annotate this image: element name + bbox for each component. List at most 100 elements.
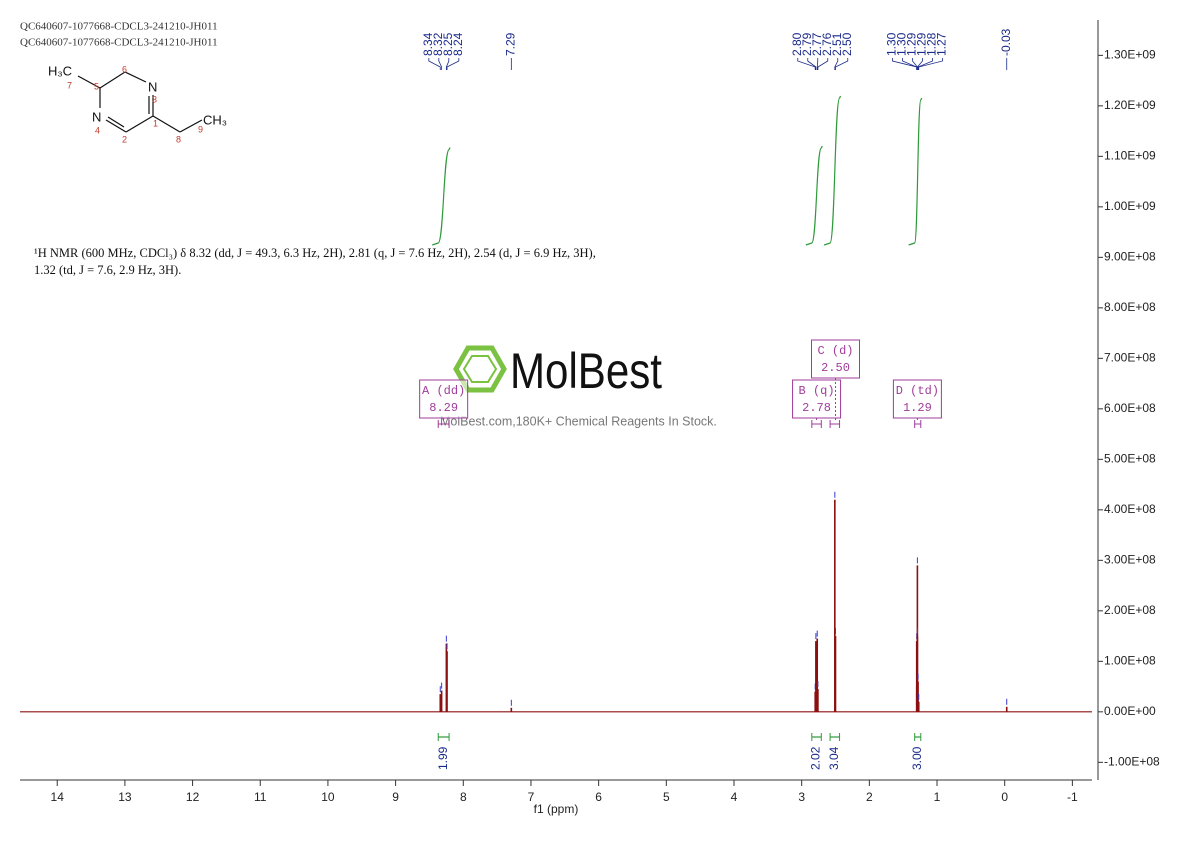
- peak-connector: [916, 58, 923, 70]
- multiplet-label: D (td): [896, 384, 939, 398]
- bond: [124, 71, 147, 83]
- peak-label: 1.29: [905, 32, 919, 56]
- x-tick-label: 2: [866, 790, 873, 804]
- y-tick-label: 8.00E+08: [1104, 300, 1156, 314]
- x-axis-label: f1 (ppm): [534, 802, 579, 816]
- header-line: QC640607-1077668-CDCL3-241210-JH011: [20, 37, 218, 49]
- atom-label: CH₃: [203, 112, 227, 127]
- atom-number: 3: [152, 94, 157, 104]
- x-tick-label: 0: [1001, 790, 1008, 804]
- watermark-tagline: MolBest.com,180K+ Chemical Reagents In S…: [440, 414, 717, 428]
- peak-connector: [902, 58, 918, 70]
- bond: [179, 119, 203, 133]
- atom-number: 4: [95, 125, 100, 135]
- x-tick-label: 9: [392, 790, 399, 804]
- y-tick-label: 1.00E+09: [1104, 199, 1156, 213]
- multiplet-box: [811, 339, 861, 379]
- peak-connector: [445, 58, 450, 70]
- peak-label: 1.29: [915, 32, 929, 56]
- y-tick-label: -1.00E+08: [1104, 754, 1160, 768]
- peak-connector: [807, 58, 817, 70]
- peak-connector: [917, 58, 933, 70]
- x-tick-label: 1: [934, 790, 941, 804]
- multiplet-label: C (d): [817, 344, 853, 358]
- atom-number: 6: [122, 64, 127, 74]
- peak-label: 8.24: [451, 32, 465, 56]
- multiplet-label: B (q): [799, 384, 835, 398]
- integral-label: 1.99: [436, 746, 450, 770]
- multiplet-box: [419, 379, 469, 419]
- peak-connector: [428, 58, 441, 70]
- x-tick-label: 8: [460, 790, 467, 804]
- y-tick-label: 1.20E+09: [1104, 98, 1156, 112]
- peak-connector: [816, 58, 819, 70]
- x-tick-label: 3: [798, 790, 805, 804]
- peak-connector: [446, 58, 460, 70]
- atom-label: H₃C: [48, 63, 72, 78]
- y-tick-label: 4.00E+08: [1104, 502, 1156, 516]
- peak-label: 1.28: [925, 32, 939, 56]
- y-tick-label: 1.00E+08: [1104, 654, 1156, 668]
- x-tick-label: 13: [118, 790, 132, 804]
- atom-number: 5: [94, 81, 99, 91]
- x-tick-label: 6: [595, 790, 602, 804]
- x-tick-label: 4: [731, 790, 738, 804]
- peak-connector: [834, 58, 839, 70]
- y-tick-label: 1.10E+09: [1104, 149, 1156, 163]
- integral-curve: [432, 147, 451, 246]
- peak-connector: [835, 58, 849, 70]
- bond: [105, 119, 127, 133]
- peak-label: 2.51: [830, 32, 844, 56]
- peak-connector: [438, 58, 443, 70]
- x-tick-label: -1: [1067, 790, 1078, 804]
- x-tick-label: 14: [51, 790, 65, 804]
- x-tick-label: 7: [528, 790, 535, 804]
- peak-label: 2.80: [790, 32, 804, 56]
- peak-label: 8.34: [421, 32, 435, 56]
- watermark-brand: MolBest: [510, 343, 662, 399]
- atom-number: 7: [67, 80, 72, 90]
- multiplet-shift: 8.29: [429, 401, 458, 415]
- integral-curve: [908, 97, 923, 246]
- bond: [107, 116, 125, 128]
- x-tick-label: 5: [663, 790, 670, 804]
- y-tick-label: 6.00E+08: [1104, 401, 1156, 415]
- atom-number: 1: [153, 118, 158, 128]
- peak-label: 2.79: [800, 32, 814, 56]
- multiplet-shift: 1.29: [903, 401, 932, 415]
- y-tick-label: 9.00E+08: [1104, 250, 1156, 264]
- atom-label: N: [148, 79, 157, 94]
- atom-number: 8: [176, 134, 181, 144]
- x-tick-label: 12: [186, 790, 200, 804]
- y-tick-label: 2.00E+08: [1104, 603, 1156, 617]
- header-line: QC640607-1077668-CDCL3-241210-JH011: [20, 21, 218, 33]
- nmr-description: ¹H NMR (600 MHz, CDCl₃) δ 8.32 (dd, J = …: [34, 246, 596, 277]
- multiplet-label: A (dd): [422, 384, 465, 398]
- peak-label: 2.50: [840, 32, 854, 56]
- bond: [125, 115, 154, 133]
- y-tick-label: 7.00E+08: [1104, 351, 1156, 365]
- integral-label: 3.00: [910, 746, 924, 770]
- atom-number: 2: [122, 134, 127, 144]
- x-tick-label: 10: [321, 790, 335, 804]
- atom-label: N: [92, 109, 101, 124]
- multiplet-shift: 2.50: [821, 361, 850, 375]
- y-tick-label: 1.30E+09: [1104, 48, 1156, 62]
- peak-label: 8.32: [431, 32, 445, 56]
- peak-label: 2.77: [810, 32, 824, 56]
- bond: [152, 115, 181, 133]
- peak-label: -0.03: [999, 28, 1013, 56]
- y-tick-label: 5.00E+08: [1104, 452, 1156, 466]
- bond: [77, 75, 101, 89]
- integral-curve: [823, 95, 842, 246]
- integral-curve: [805, 145, 823, 246]
- peak-label: 2.76: [820, 32, 834, 56]
- peak-connector: [892, 58, 918, 70]
- peak-connector: [817, 58, 829, 70]
- peak-label: 8.25: [441, 32, 455, 56]
- peak-label: 7.29: [504, 32, 518, 56]
- peak-connector: [918, 58, 943, 70]
- y-tick-label: 0.00E+00: [1104, 704, 1156, 718]
